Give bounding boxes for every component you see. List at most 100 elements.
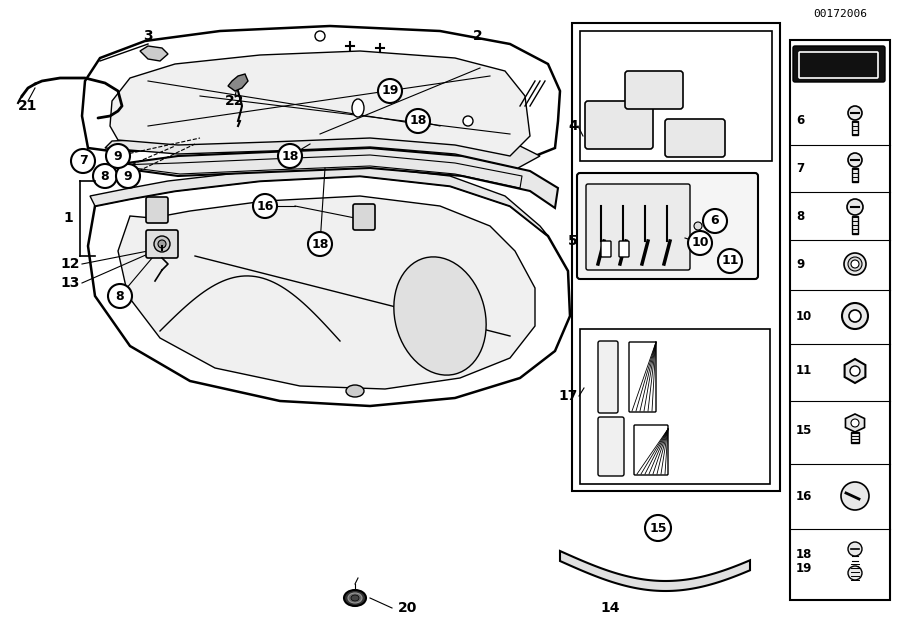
Text: 18: 18	[282, 149, 299, 163]
Polygon shape	[105, 148, 558, 208]
Text: 19: 19	[382, 85, 399, 97]
Circle shape	[253, 194, 277, 218]
Ellipse shape	[351, 595, 359, 601]
Text: 2: 2	[473, 29, 483, 43]
Text: 9: 9	[123, 170, 132, 183]
Circle shape	[844, 253, 866, 275]
Text: 8: 8	[101, 170, 109, 183]
FancyBboxPatch shape	[572, 23, 780, 491]
Circle shape	[841, 482, 869, 510]
Text: 10: 10	[796, 310, 812, 322]
Polygon shape	[90, 166, 548, 236]
Text: 9: 9	[113, 149, 122, 163]
Text: 00172006: 00172006	[813, 9, 867, 19]
Text: 11: 11	[721, 254, 739, 268]
Circle shape	[308, 232, 332, 256]
Circle shape	[315, 31, 325, 41]
Circle shape	[694, 222, 702, 230]
FancyBboxPatch shape	[665, 119, 725, 157]
Polygon shape	[88, 176, 570, 406]
Circle shape	[154, 236, 170, 252]
Text: 15: 15	[649, 522, 667, 534]
FancyBboxPatch shape	[601, 241, 611, 257]
Ellipse shape	[346, 385, 364, 397]
Text: 18: 18	[410, 114, 427, 127]
Text: 18
19: 18 19	[796, 548, 813, 574]
Circle shape	[106, 144, 130, 168]
Circle shape	[116, 164, 140, 188]
Polygon shape	[110, 51, 530, 156]
Circle shape	[378, 79, 402, 103]
FancyBboxPatch shape	[353, 204, 375, 230]
Text: 9: 9	[796, 258, 805, 270]
Text: 4: 4	[568, 119, 578, 133]
Text: 1: 1	[63, 212, 73, 226]
FancyBboxPatch shape	[146, 230, 178, 258]
Circle shape	[688, 231, 712, 255]
Text: 15: 15	[796, 424, 813, 438]
Circle shape	[842, 303, 868, 329]
Circle shape	[645, 515, 671, 541]
Circle shape	[278, 144, 302, 168]
Polygon shape	[852, 216, 858, 234]
Text: 13: 13	[60, 276, 80, 290]
Text: 14: 14	[600, 601, 620, 615]
Text: 12: 12	[60, 257, 80, 271]
Text: 20: 20	[398, 601, 418, 615]
Circle shape	[848, 106, 862, 120]
Polygon shape	[844, 359, 866, 383]
Text: 18: 18	[311, 237, 328, 251]
FancyBboxPatch shape	[598, 417, 624, 476]
Circle shape	[848, 153, 862, 167]
Ellipse shape	[394, 257, 486, 375]
Circle shape	[848, 566, 862, 580]
Circle shape	[849, 310, 861, 322]
FancyBboxPatch shape	[629, 342, 656, 412]
Circle shape	[850, 366, 860, 376]
Polygon shape	[845, 414, 865, 432]
Polygon shape	[118, 196, 535, 389]
FancyBboxPatch shape	[577, 173, 758, 279]
Circle shape	[851, 260, 859, 268]
FancyBboxPatch shape	[619, 241, 629, 257]
Text: 22: 22	[225, 94, 245, 108]
Circle shape	[703, 209, 727, 233]
Circle shape	[851, 419, 859, 427]
FancyBboxPatch shape	[580, 329, 770, 484]
Text: 6: 6	[796, 114, 805, 127]
Polygon shape	[82, 26, 560, 158]
Circle shape	[694, 237, 702, 245]
Polygon shape	[852, 168, 858, 182]
Circle shape	[406, 109, 430, 133]
Text: 7: 7	[78, 155, 87, 167]
Ellipse shape	[352, 99, 364, 117]
Circle shape	[848, 542, 862, 556]
Circle shape	[71, 149, 95, 173]
Text: 16: 16	[256, 200, 274, 212]
Circle shape	[93, 164, 117, 188]
FancyBboxPatch shape	[634, 425, 668, 475]
Circle shape	[108, 284, 132, 308]
FancyBboxPatch shape	[580, 31, 772, 161]
Polygon shape	[140, 46, 168, 61]
Polygon shape	[560, 551, 750, 591]
FancyBboxPatch shape	[146, 197, 168, 223]
Circle shape	[463, 116, 473, 126]
Text: 5: 5	[568, 234, 578, 248]
FancyBboxPatch shape	[598, 341, 618, 413]
Text: 8: 8	[796, 209, 805, 223]
FancyBboxPatch shape	[793, 46, 885, 82]
FancyBboxPatch shape	[585, 101, 653, 149]
Text: 6: 6	[711, 214, 719, 228]
Circle shape	[848, 257, 862, 271]
Text: 16: 16	[796, 490, 813, 502]
Text: 10: 10	[691, 237, 709, 249]
Text: 7: 7	[796, 162, 804, 174]
Ellipse shape	[348, 593, 362, 603]
Polygon shape	[852, 121, 858, 135]
Polygon shape	[851, 432, 859, 443]
FancyBboxPatch shape	[586, 184, 690, 270]
Circle shape	[847, 199, 863, 215]
Ellipse shape	[344, 590, 366, 606]
FancyBboxPatch shape	[625, 71, 683, 109]
